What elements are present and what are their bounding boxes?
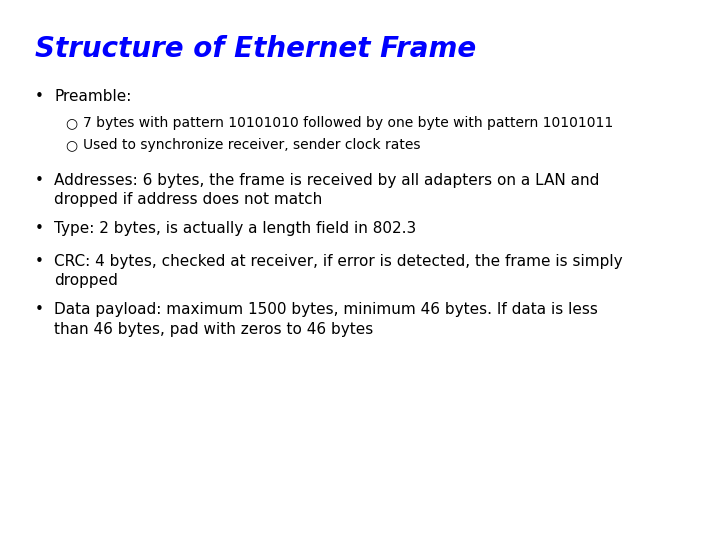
Text: •: • [35, 173, 43, 188]
Text: •: • [35, 89, 43, 104]
Text: Data payload: maximum 1500 bytes, minimum 46 bytes. If data is less
than 46 byte: Data payload: maximum 1500 bytes, minimu… [54, 302, 598, 336]
Text: ○: ○ [65, 116, 77, 130]
Text: Preamble:: Preamble: [54, 89, 131, 104]
Text: ○: ○ [65, 138, 77, 152]
Text: •: • [35, 221, 43, 237]
Text: Used to synchronize receiver, sender clock rates: Used to synchronize receiver, sender clo… [83, 138, 420, 152]
Text: Structure of Ethernet Frame: Structure of Ethernet Frame [35, 35, 476, 63]
Text: •: • [35, 302, 43, 318]
Text: CRC: 4 bytes, checked at receiver, if error is detected, the frame is simply
dro: CRC: 4 bytes, checked at receiver, if er… [54, 254, 623, 288]
Text: •: • [35, 254, 43, 269]
Text: Addresses: 6 bytes, the frame is received by all adapters on a LAN and
dropped i: Addresses: 6 bytes, the frame is receive… [54, 173, 599, 207]
Text: 7 bytes with pattern 10101010 followed by one byte with pattern 10101011: 7 bytes with pattern 10101010 followed b… [83, 116, 613, 130]
Text: Type: 2 bytes, is actually a length field in 802.3: Type: 2 bytes, is actually a length fiel… [54, 221, 416, 237]
